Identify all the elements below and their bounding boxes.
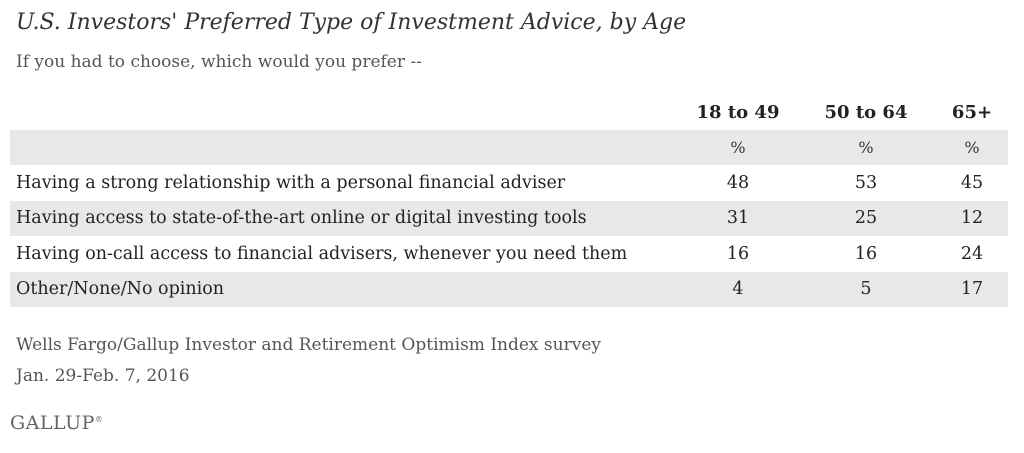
column-header-18-to-49: 18 to 49 bbox=[696, 101, 780, 123]
data-table: 18 to 49 50 to 64 65+ % % % Having a str… bbox=[10, 94, 1008, 307]
unit-label: % bbox=[730, 138, 746, 157]
table-header-row: 18 to 49 50 to 64 65+ bbox=[10, 94, 1008, 130]
row-label: Having on-call access to financial advis… bbox=[16, 243, 628, 264]
table-cell: 48 bbox=[726, 172, 750, 193]
gallup-logo: GALLUP® bbox=[10, 412, 103, 434]
table-row: Having access to state-of-the-art online… bbox=[10, 200, 1008, 236]
table-cell: 5 bbox=[860, 279, 872, 300]
table-cell: 12 bbox=[960, 208, 984, 229]
table-cell: 17 bbox=[960, 279, 984, 300]
source-survey: Wells Fargo/Gallup Investor and Retireme… bbox=[16, 335, 601, 355]
trademark-mark: ® bbox=[94, 415, 104, 424]
column-header-65-plus: 65+ bbox=[951, 101, 993, 123]
column-header-50-to-64: 50 to 64 bbox=[824, 101, 908, 123]
table-cell: 53 bbox=[854, 172, 878, 193]
table-cell: 16 bbox=[854, 243, 878, 264]
table-cell: 31 bbox=[726, 208, 750, 229]
chart-title: U.S. Investors' Preferred Type of Invest… bbox=[16, 10, 687, 35]
table-cell: 16 bbox=[726, 243, 750, 264]
table-row: Other/None/No opinion 4 5 17 bbox=[10, 271, 1008, 307]
unit-label: % bbox=[858, 138, 874, 157]
table-units-row: % % % bbox=[10, 130, 1008, 165]
row-label: Other/None/No opinion bbox=[16, 279, 225, 300]
table-row: Having on-call access to financial advis… bbox=[10, 236, 1008, 272]
row-label: Having a strong relationship with a pers… bbox=[16, 172, 566, 193]
source-note: Wells Fargo/Gallup Investor and Retireme… bbox=[16, 330, 601, 392]
table-cell: 45 bbox=[960, 172, 984, 193]
chart-subtitle: If you had to choose, which would you pr… bbox=[16, 52, 422, 72]
source-dates: Jan. 29-Feb. 7, 2016 bbox=[16, 366, 190, 386]
table-row: Having a strong relationship with a pers… bbox=[10, 165, 1008, 201]
table-cell: 24 bbox=[960, 243, 984, 264]
table-cell: 4 bbox=[732, 279, 744, 300]
logo-text: GALLUP bbox=[10, 412, 95, 434]
unit-label: % bbox=[964, 138, 980, 157]
row-label: Having access to state-of-the-art online… bbox=[16, 208, 587, 229]
table-cell: 25 bbox=[854, 208, 878, 229]
